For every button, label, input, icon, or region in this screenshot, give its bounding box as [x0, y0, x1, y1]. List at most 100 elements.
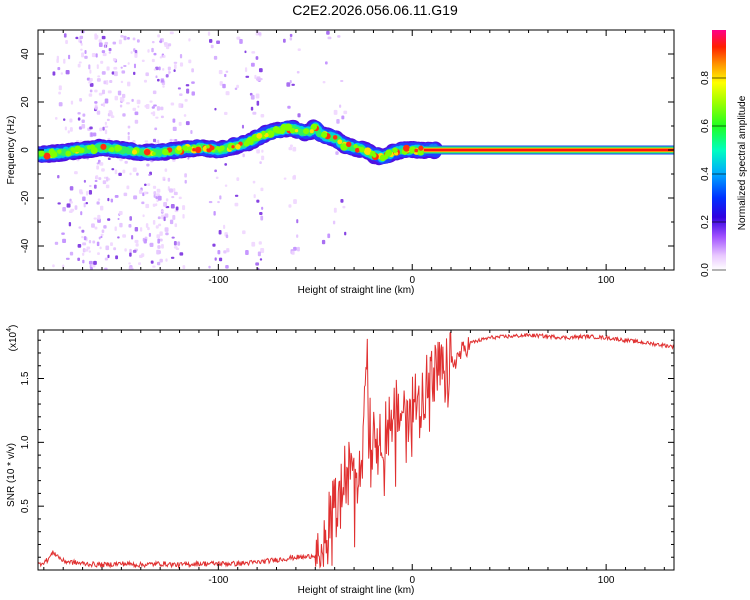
noise-blob [159, 258, 163, 263]
noise-blob [170, 102, 175, 106]
noise-blob [260, 113, 265, 118]
noise-blob [114, 194, 119, 198]
noise-blob [164, 42, 168, 47]
noise-blob [327, 233, 331, 239]
noise-blob [144, 140, 149, 143]
noise-blob [164, 227, 169, 232]
noise-blob [153, 104, 157, 107]
noise-blob [255, 56, 259, 60]
noise-blob [164, 213, 169, 218]
noise-blob [106, 118, 110, 121]
noise-blob [143, 79, 147, 83]
ridge-peak [359, 146, 365, 153]
noise-blob [112, 58, 117, 62]
noise-blob [158, 223, 162, 227]
noise-blob [256, 149, 260, 154]
noise-blob [69, 251, 74, 256]
noise-blob [168, 71, 171, 74]
noise-blob [120, 80, 124, 84]
noise-blob [152, 265, 156, 268]
snr-multiplier: (x104) [6, 325, 19, 352]
spectrogram-panel: -100 0 100 -40 -20 0 20 40 Height of straight … [6, 29, 675, 296]
noise-blob [65, 257, 70, 260]
noise-blob [261, 155, 265, 161]
noise-blob [82, 196, 86, 202]
noise-blob [147, 49, 150, 53]
noise-blob [133, 71, 136, 75]
ridge-peak [337, 139, 343, 145]
noise-blob [104, 121, 107, 125]
ridge-peak [195, 146, 202, 154]
y-tick-label: 0 [20, 147, 31, 153]
noise-blob [234, 87, 238, 90]
noise-blob [83, 236, 87, 241]
noise-blob [188, 59, 192, 64]
noise-blob [102, 126, 105, 131]
noise-blob [79, 140, 83, 143]
noise-blob [214, 169, 217, 173]
spectrogram-y-label: Frequency (Hz) [6, 116, 17, 185]
noise-blob [216, 40, 220, 44]
noise-blob [141, 253, 145, 258]
noise-blob [292, 146, 297, 152]
noise-blob [226, 248, 230, 253]
noise-blob [158, 250, 161, 255]
noise-blob [296, 234, 299, 238]
noise-blob [91, 223, 95, 228]
noise-blob [62, 207, 66, 212]
noise-blob [155, 75, 158, 79]
noise-blob [66, 203, 71, 208]
noise-blob [102, 52, 107, 57]
noise-blob [260, 215, 264, 221]
noise-blob [148, 173, 151, 177]
snr-panel: -100 0 100 0.5 1.0 1.5 Height of straight li… [6, 325, 675, 596]
noise-blob [234, 194, 239, 197]
noise-blob [138, 262, 141, 266]
noise-blob [98, 236, 101, 240]
noise-blob [84, 50, 87, 54]
noise-blob [121, 93, 126, 98]
noise-blob [296, 246, 300, 252]
noise-blob [152, 111, 156, 117]
noise-blob [335, 151, 339, 155]
noise-blob [68, 54, 71, 60]
noise-blob [225, 70, 229, 73]
noise-blob [144, 104, 148, 108]
noise-blob [79, 189, 83, 194]
colorbar-tick-label: 0.4 [700, 167, 711, 181]
noise-blob [178, 121, 182, 126]
noise-blob [130, 51, 133, 54]
noise-blob [163, 216, 166, 222]
snr-x-ticks: -100 0 100 [43, 330, 665, 586]
noise-blob [296, 70, 300, 74]
noise-blob [58, 85, 62, 91]
ridge-peak [108, 148, 112, 152]
ridge-peak [353, 143, 358, 149]
noise-blob [242, 230, 246, 235]
noise-blob [172, 214, 176, 220]
noise-blob [171, 236, 175, 239]
noise-blob [137, 105, 140, 108]
noise-blob [296, 219, 299, 224]
noise-blob [145, 203, 150, 209]
noise-blob [186, 88, 190, 94]
noise-blob [161, 243, 164, 249]
noise-blob [101, 89, 106, 95]
noise-blob [101, 229, 105, 233]
ridge-peak [70, 147, 75, 152]
noise-blob [134, 239, 139, 244]
noise-blob [342, 205, 346, 209]
noise-blob [138, 189, 143, 195]
noise-blob [167, 177, 171, 182]
ridge-peak [187, 146, 193, 151]
noise-blob [158, 66, 161, 71]
noise-blob [105, 184, 110, 189]
snr-y-ticks: 0.5 1.0 1.5 [20, 339, 674, 558]
ridge-peak [417, 148, 425, 156]
noise-blob [114, 169, 118, 175]
noise-blob [145, 72, 149, 77]
noise-blob [209, 38, 213, 43]
noise-blob [242, 153, 245, 158]
noise-blob [88, 64, 91, 70]
noise-blob [141, 59, 145, 63]
